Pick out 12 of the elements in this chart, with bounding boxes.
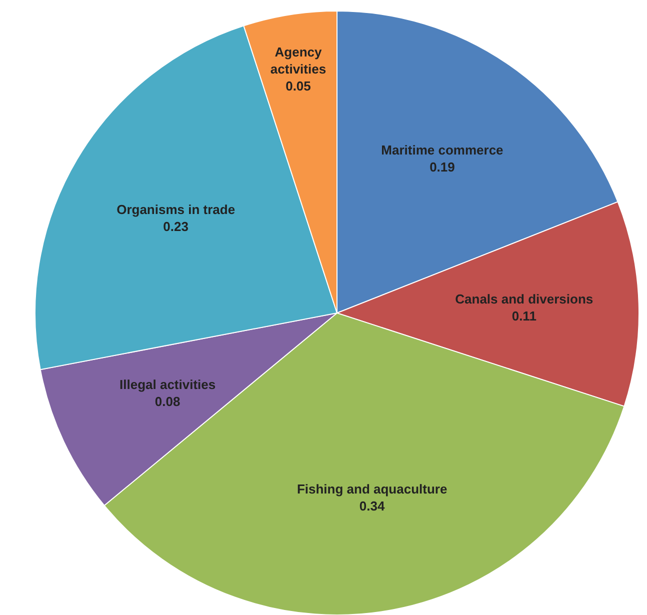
slice-label: Illegal activities	[120, 376, 216, 392]
slice-label: Canals and diversions	[455, 291, 594, 306]
slice-label: Organisms in trade	[116, 202, 236, 217]
data-label: 0.08	[154, 394, 180, 409]
data-label: 0.19	[430, 159, 455, 174]
slice-label: Maritime commerce	[381, 142, 504, 158]
data-label: 0.23	[163, 218, 188, 234]
data-label: 0.11	[512, 308, 536, 324]
slice-label: Fishing and aquaculture	[296, 480, 448, 496]
data-label: 0.05	[286, 78, 311, 93]
data-label: 0.34	[359, 498, 386, 513]
slice-label: Agency activities	[270, 44, 326, 76]
